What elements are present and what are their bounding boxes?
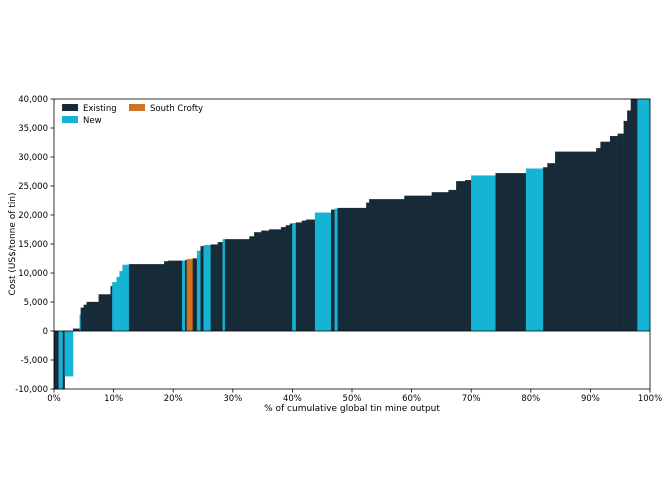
x-tick-label: 30% <box>223 394 242 404</box>
bar-existing <box>285 225 291 332</box>
bar-existing <box>53 330 59 390</box>
y-tick-label: 40,000 <box>18 95 48 105</box>
bar-existing <box>495 173 527 332</box>
y-tick-label: 10,000 <box>18 269 48 279</box>
bar-existing <box>295 222 303 332</box>
bar-existing <box>431 192 449 332</box>
x-tick-label: 60% <box>402 394 421 404</box>
x-tick-label: 100% <box>638 394 662 404</box>
bar-new <box>334 208 338 332</box>
bar-existing <box>330 209 335 332</box>
bar-existing <box>547 163 556 332</box>
bar-existing <box>280 227 286 332</box>
bar-existing <box>337 207 367 332</box>
x-tick-label: 80% <box>521 394 540 404</box>
x-tick-label: 50% <box>343 394 362 404</box>
bar-existing <box>200 246 204 332</box>
bar-existing <box>617 133 624 332</box>
bar-existing <box>301 220 307 332</box>
x-tick-label: 70% <box>462 394 481 404</box>
x-axis: 0% 10% 20% 30% 40% 50% 60% 70% 80% 90% 100% <box>47 389 662 404</box>
bar-existing <box>184 260 188 332</box>
y-tick-label: 35,000 <box>18 124 48 134</box>
bar-new <box>112 282 117 332</box>
bar-new <box>525 168 544 332</box>
x-tick-label: 40% <box>283 394 302 404</box>
y-tick-label: 0 <box>43 327 48 337</box>
bar-existing <box>86 301 99 332</box>
bar-existing <box>210 244 219 332</box>
y-tick-label: -5,000 <box>21 356 48 366</box>
bar-existing <box>305 219 316 332</box>
y-tick-label: 25,000 <box>18 182 48 192</box>
y-tick-label: 15,000 <box>18 240 48 250</box>
bar-existing <box>224 239 250 332</box>
bar-existing <box>630 98 638 332</box>
bar-new <box>471 175 496 332</box>
bar-south-crofty <box>186 258 194 332</box>
bar-existing <box>192 258 198 332</box>
bar-existing <box>465 180 472 332</box>
x-tick-label: 0% <box>47 394 61 404</box>
bar-existing <box>369 199 405 332</box>
bar-existing <box>168 260 183 332</box>
bar-existing <box>596 148 601 332</box>
bar-existing <box>110 286 113 332</box>
bar-existing <box>623 120 628 332</box>
bar-existing <box>269 229 282 332</box>
bar-existing <box>249 236 255 332</box>
legend-swatch-existing <box>62 104 78 111</box>
bar-new <box>203 245 211 332</box>
bar-new <box>181 260 186 332</box>
bar-existing <box>80 307 84 332</box>
bar-existing <box>164 261 169 332</box>
y-tick-label: 30,000 <box>18 153 48 163</box>
bar-new <box>196 250 201 332</box>
bar-new <box>58 330 64 390</box>
bar-new <box>314 212 332 332</box>
y-tick-label: -10,000 <box>15 385 48 395</box>
bar-new <box>292 222 297 332</box>
bar-existing <box>404 195 433 332</box>
bar-existing <box>128 264 165 332</box>
x-tick-label: 10% <box>104 394 123 404</box>
bar-new <box>122 264 130 332</box>
bar-existing <box>261 230 270 332</box>
bar-existing <box>366 202 370 332</box>
y-tick-label: 5,000 <box>24 298 48 308</box>
y-axis: -10,000 -5,000 0 5,000 10,000 15,000 20,000 25,… <box>15 95 54 395</box>
x-tick-label: 90% <box>581 394 600 404</box>
legend-swatch-south-crofty <box>129 104 145 111</box>
bar-new <box>119 271 123 332</box>
legend: Existing New South Crofty <box>62 104 203 126</box>
bar-existing <box>609 135 618 332</box>
legend-label-new: New <box>83 116 102 126</box>
bar-new <box>64 330 74 377</box>
legend-label-existing: Existing <box>83 104 117 114</box>
x-tick-label: 20% <box>164 394 183 404</box>
bar-new <box>222 239 226 332</box>
bar-new <box>116 276 120 332</box>
x-axis-label: % of cumulative global tin mine output <box>264 404 440 414</box>
bar-new <box>79 314 81 332</box>
y-axis-label: Cost (US$/tonne of tin) <box>8 192 18 295</box>
bar-existing <box>254 232 262 332</box>
bar-existing <box>62 330 65 390</box>
bar-existing <box>543 167 548 332</box>
bar-existing <box>600 141 611 332</box>
legend-swatch-new <box>62 116 78 123</box>
bar-existing <box>448 189 457 332</box>
bar-existing <box>456 181 466 332</box>
bar-existing <box>555 151 597 332</box>
legend-label-south-crofty: South Crofty <box>150 104 203 114</box>
bar-new <box>637 98 651 332</box>
y-tick-label: 20,000 <box>18 211 48 221</box>
bar-existing <box>289 223 293 332</box>
bar-existing <box>98 294 111 332</box>
bar-existing <box>83 304 87 332</box>
bars-layer <box>53 98 651 390</box>
bar-existing <box>627 110 632 332</box>
bar-existing <box>217 242 223 332</box>
